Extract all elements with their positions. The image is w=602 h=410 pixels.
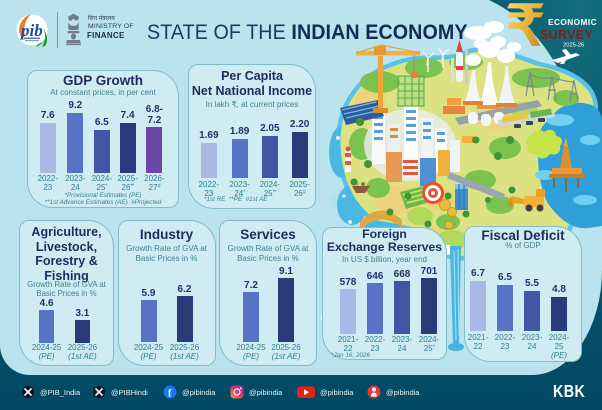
svg-text:SURVEY: SURVEY <box>540 28 593 42</box>
svg-text:ECONOMIC: ECONOMIC <box>548 18 597 27</box>
svg-text:pib: pib <box>19 21 43 40</box>
svg-text:₹: ₹ <box>505 0 545 57</box>
svg-text:2025-26: 2025-26 <box>563 43 584 49</box>
svg-text:f: f <box>168 389 172 400</box>
